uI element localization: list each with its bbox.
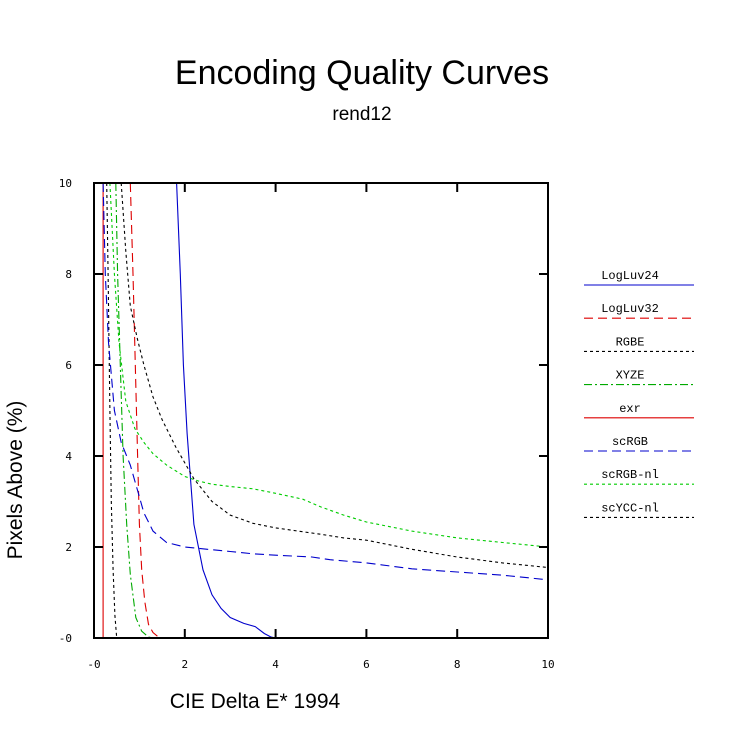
plot-area [102,183,548,638]
x-tick-label: 10 [541,658,554,671]
x-tick-label: 8 [454,658,461,671]
series-line-logluv32 [129,183,548,638]
chart-subtitle: rend12 [332,104,391,125]
legend-label-rgbe: RGBE [616,335,645,349]
y-tick-label: 4 [65,450,72,463]
series-line-xyze [115,183,548,638]
series-line-scycc-nl [120,183,548,569]
axes: -0 2 4 6 8 10 -0 2 4 6 8 10 [59,177,555,671]
y-axis-label: Pixels Above (%) [4,401,27,560]
x-tick-label: -0 [87,658,100,671]
series-line-rgbe [106,183,548,638]
y-tick-label: -0 [59,632,72,645]
legend-label-scycc-nl: scYCC-nl [601,501,659,515]
plot-frame [93,182,549,639]
legend-label-scrgb-nl: scRGB-nl [601,468,659,482]
legend-label-exr: exr [619,402,641,416]
x-tick-label: 6 [363,658,370,671]
series-line-scrgb [102,183,548,581]
series-line-scrgb-nl [109,183,548,548]
y-tick-label: 10 [59,177,72,190]
legend: LogLuv24 LogLuv32 RGBE XYZE exr scRGB scRGB-nl… [584,269,694,518]
x-axis-label: CIE Delta E* 1994 [170,690,341,713]
chart-title: Encoding Quality Curves [175,54,549,92]
x-tick-label: 4 [272,658,279,671]
y-tick-label: 2 [65,541,72,554]
legend-label-scrgb: scRGB [612,435,648,449]
y-tick-label: 8 [65,268,72,281]
legend-label-logluv24: LogLuv24 [601,269,659,283]
y-tick-label: 6 [65,359,72,372]
x-tick-label: 2 [181,658,188,671]
series-line-logluv24 [176,183,548,638]
series-line-exr [102,183,548,638]
legend-label-xyze: XYZE [616,369,645,383]
legend-label-logluv32: LogLuv32 [601,302,659,316]
